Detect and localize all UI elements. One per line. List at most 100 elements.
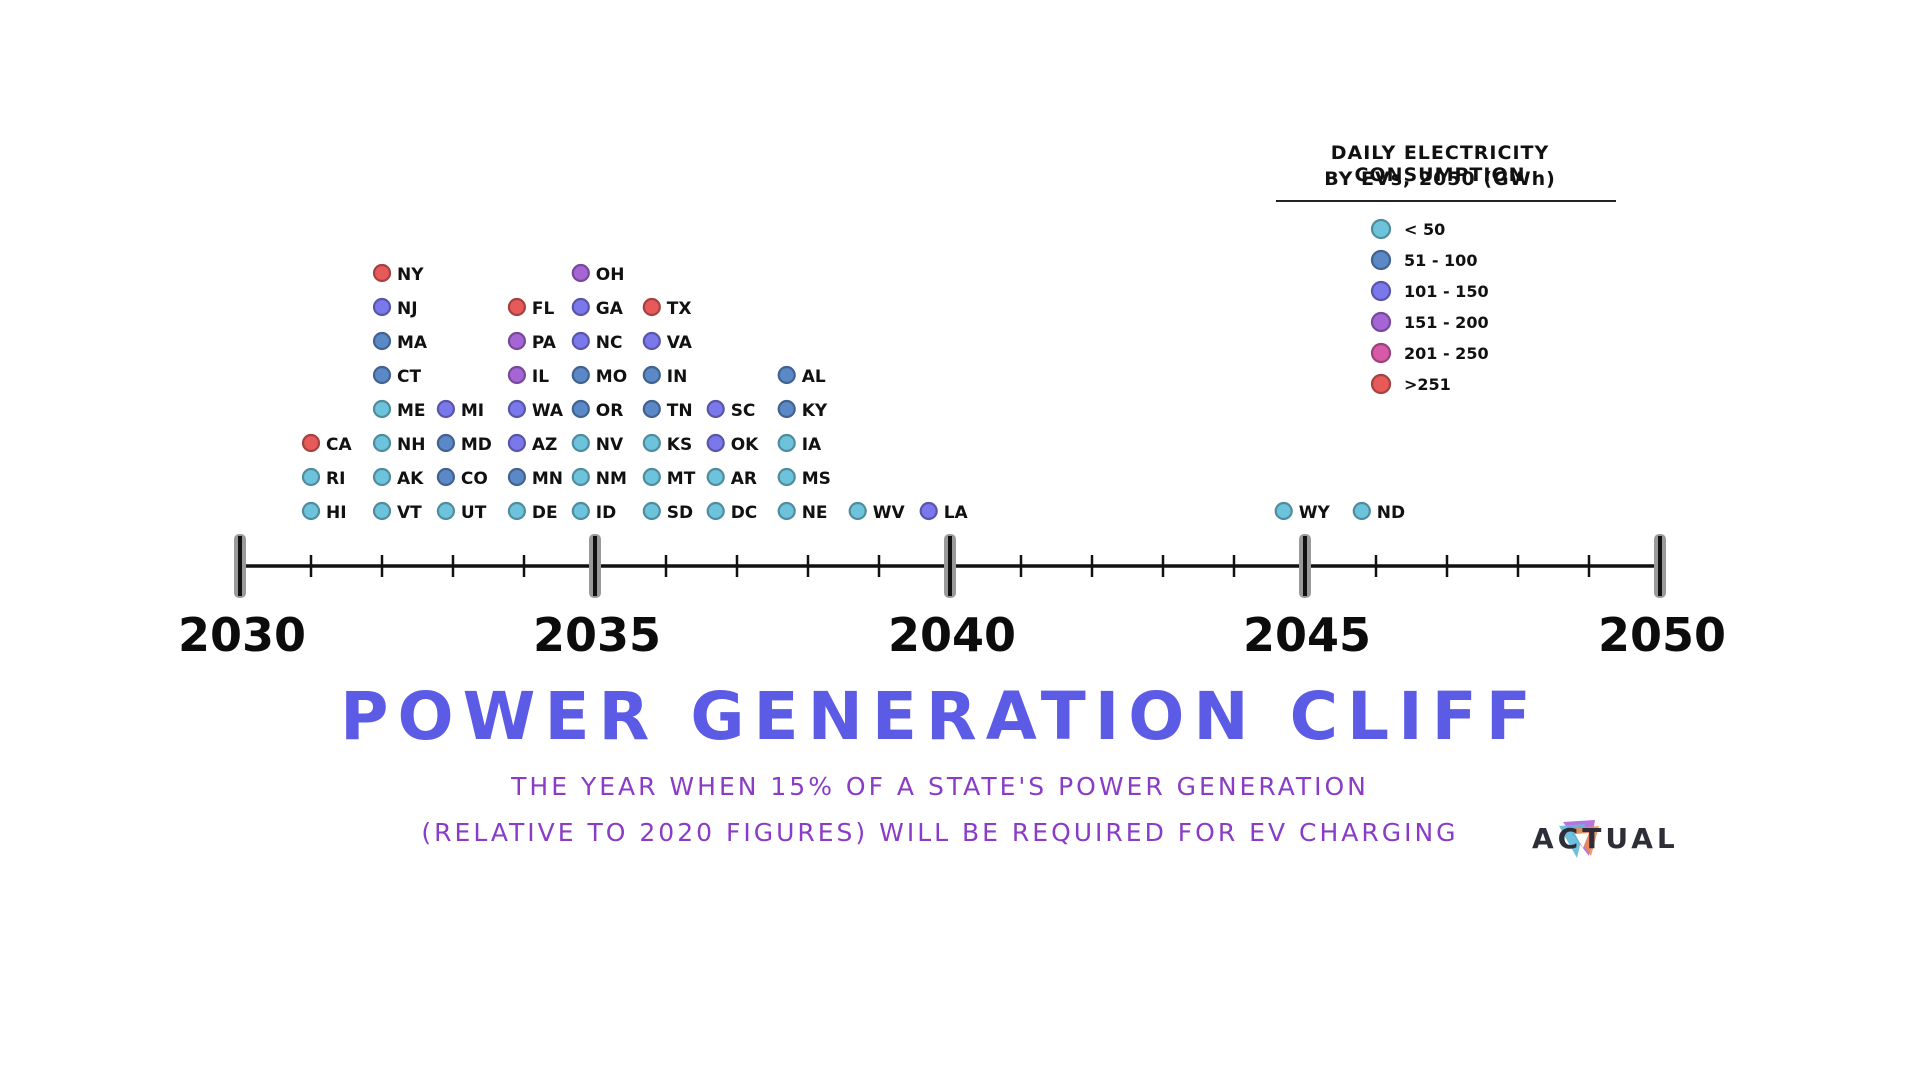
legend-label: >251	[1404, 375, 1451, 394]
tick-label: 2035	[533, 608, 661, 662]
state-label: SC	[731, 401, 756, 421]
state-marker	[642, 433, 661, 453]
chart-subtitle-line2: (RELATIVE TO 2020 FIGURES) WILL BE REQUI…	[421, 818, 1459, 847]
state-marker	[507, 365, 527, 385]
state-marker	[507, 399, 527, 419]
state-marker	[507, 297, 527, 317]
state-marker	[372, 467, 392, 487]
legend-underline	[1276, 200, 1616, 202]
state-label: NH	[397, 435, 425, 455]
state-marker	[372, 501, 392, 521]
state-marker	[436, 501, 455, 521]
state-marker	[1352, 501, 1371, 521]
state-label: HI	[326, 503, 347, 523]
state-label: NY	[397, 265, 424, 285]
state-marker	[642, 365, 661, 385]
tick-label: 2045	[1243, 608, 1371, 662]
state-marker	[571, 433, 590, 453]
state-label: MS	[802, 469, 831, 489]
state-label: WV	[873, 503, 906, 523]
brand-name: ACTUAL	[1532, 822, 1679, 855]
legend-label: < 50	[1404, 220, 1445, 239]
state-marker	[301, 433, 321, 453]
state-marker	[507, 467, 527, 487]
tick-label: 2040	[888, 608, 1016, 662]
legend-marker	[1370, 249, 1392, 271]
state-marker	[642, 331, 661, 351]
state-marker	[372, 331, 392, 351]
state-marker	[777, 365, 796, 385]
state-marker	[372, 263, 392, 283]
state-marker	[848, 501, 867, 521]
state-marker	[919, 501, 938, 521]
state-label: AR	[731, 469, 757, 489]
state-marker	[642, 399, 661, 419]
legend-title-line1: DAILY ELECTRICITY CONSUMPTION	[1330, 142, 1550, 186]
legend-marker	[1370, 280, 1392, 302]
state-label: MO	[596, 367, 627, 387]
state-label: ID	[596, 503, 616, 523]
state-label: MD	[461, 435, 492, 455]
state-label: KY	[802, 401, 828, 421]
state-label: TX	[667, 299, 692, 319]
state-label: NE	[802, 503, 828, 523]
state-label: NM	[596, 469, 627, 489]
state-label: NJ	[397, 299, 418, 319]
state-label: PA	[532, 333, 557, 353]
legend-marker	[1370, 373, 1392, 395]
state-label: AL	[802, 367, 826, 387]
state-label: WA	[532, 401, 564, 421]
state-label: GA	[596, 299, 624, 319]
state-marker	[436, 467, 455, 487]
state-label: NV	[596, 435, 624, 455]
state-label: CA	[326, 435, 352, 455]
actual-logo-icon	[1559, 820, 1599, 858]
state-marker	[571, 297, 590, 317]
legend-marker	[1370, 311, 1392, 333]
state-marker	[372, 365, 392, 385]
state-marker	[642, 501, 661, 521]
state-label: SD	[667, 503, 693, 523]
state-marker	[372, 433, 392, 453]
legend-label: 201 - 250	[1404, 344, 1489, 363]
legend-marker	[1370, 342, 1392, 364]
state-marker	[571, 501, 590, 521]
state-label: IL	[532, 367, 549, 387]
state-marker	[777, 501, 796, 521]
state-marker	[301, 467, 321, 487]
state-label: RI	[326, 469, 345, 489]
state-label: IN	[667, 367, 688, 387]
state-points: HI RI CA VT AK NH ME CT MA NJ NY UT CO MD MI DE MN AZ WA IL…	[301, 263, 1405, 523]
state-label: CO	[461, 469, 488, 489]
state-label: NC	[596, 333, 623, 353]
state-label: DE	[532, 503, 558, 523]
state-label: IA	[802, 435, 822, 455]
state-marker	[507, 433, 527, 453]
state-label: KS	[667, 435, 692, 455]
state-label: OH	[596, 265, 625, 285]
state-label: MN	[532, 469, 563, 489]
state-label: UT	[461, 503, 487, 523]
state-label: DC	[731, 503, 758, 523]
state-label: OK	[731, 435, 759, 455]
tick-label: 2030	[178, 608, 306, 662]
state-marker	[571, 263, 590, 283]
state-marker	[706, 501, 725, 521]
state-label: MI	[461, 401, 484, 421]
state-label: CT	[397, 367, 421, 387]
state-marker	[706, 399, 725, 419]
state-marker	[706, 467, 725, 487]
state-marker	[571, 467, 590, 487]
legend-label: 151 - 200	[1404, 313, 1489, 332]
state-label: WY	[1299, 503, 1331, 523]
state-label: ME	[397, 401, 426, 421]
state-marker	[571, 365, 590, 385]
state-marker	[507, 501, 527, 521]
state-marker	[436, 399, 455, 419]
tick-label: 2050	[1598, 608, 1726, 662]
legend-label: 101 - 150	[1404, 282, 1489, 301]
state-marker	[777, 399, 796, 419]
state-marker	[507, 331, 527, 351]
state-marker	[372, 399, 392, 419]
legend-items: < 50 51 - 100 101 - 150 151 - 200 201 - 250 >…	[1370, 218, 1489, 395]
